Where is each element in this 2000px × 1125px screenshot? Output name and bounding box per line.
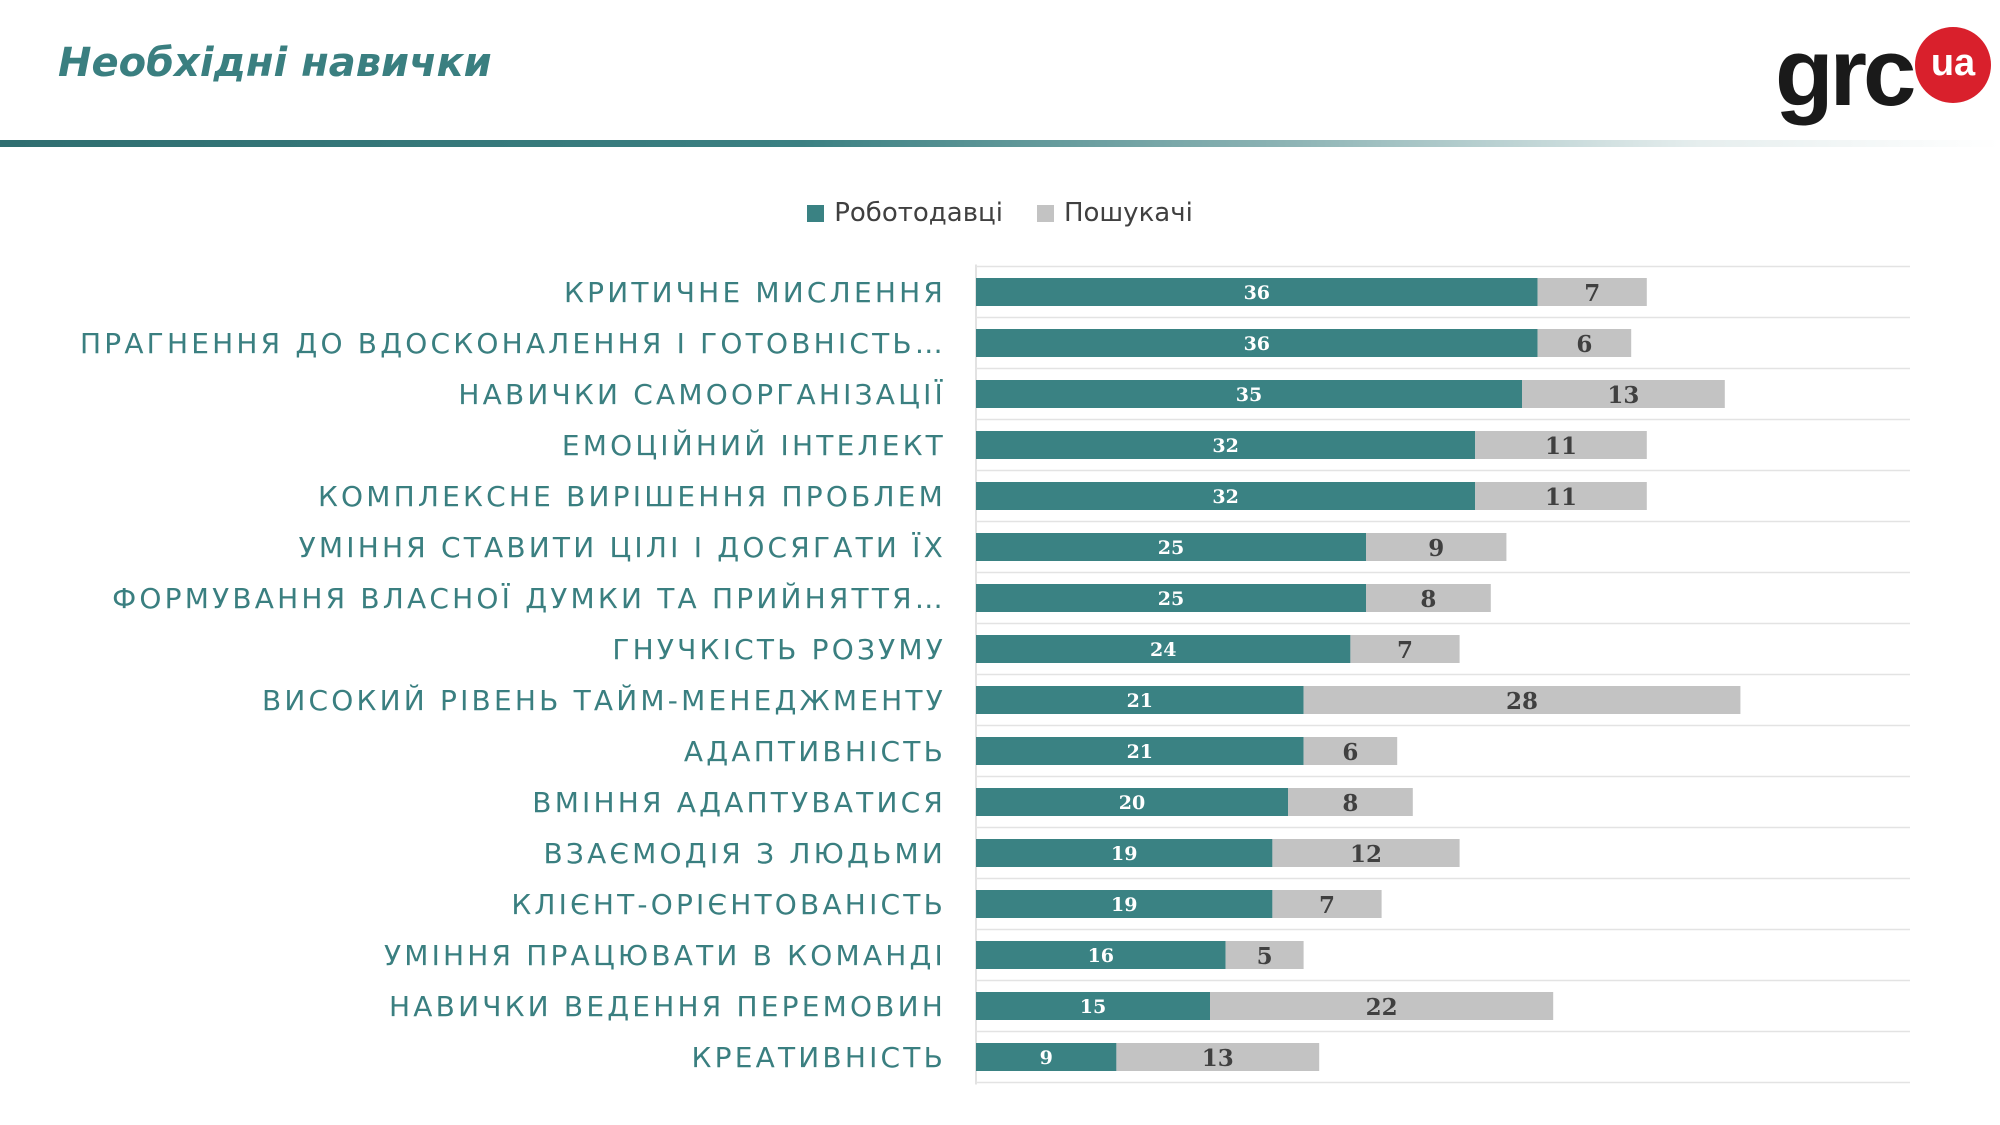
data-label-employers: 9 [1040, 1047, 1053, 1069]
data-label-employers: 25 [1158, 537, 1184, 559]
bar-employers [976, 533, 1366, 561]
data-label-employers: 35 [1236, 384, 1262, 406]
bar-employers [976, 788, 1288, 816]
bar-employers [976, 839, 1273, 867]
category-label: КРИТИЧНЕ МИСЛЕННЯ [564, 276, 946, 309]
category-label: КРЕАТИВНІСТЬ [692, 1041, 946, 1074]
bar-seekers [1366, 533, 1507, 561]
category-label: УМІННЯ ПРАЦЮВАТИ В КОМАНДІ [384, 939, 946, 972]
bar-seekers [1210, 992, 1554, 1020]
data-label-employers: 19 [1111, 894, 1137, 916]
data-label-seekers: 11 [1545, 433, 1577, 460]
bar-seekers [1272, 839, 1460, 867]
bar-seekers [1537, 278, 1647, 306]
data-label-seekers: 5 [1257, 943, 1273, 970]
legend-item-employers: Роботодавці [807, 198, 1003, 228]
data-label-seekers: 22 [1366, 994, 1398, 1021]
data-label-seekers: 8 [1420, 586, 1436, 613]
data-label-employers: 32 [1212, 435, 1238, 457]
bar-seekers [1303, 737, 1398, 765]
data-label-seekers: 28 [1506, 688, 1538, 715]
data-label-seekers: 6 [1342, 739, 1358, 766]
data-label-employers: 16 [1088, 945, 1114, 967]
category-label: ГНУЧКІСТЬ РОЗУМУ [612, 633, 946, 666]
bar-seekers [1303, 686, 1741, 714]
category-label: ПРАГНЕННЯ ДО ВДОСКОНАЛЕННЯ І ГОТОВНІСТЬ… [80, 327, 946, 360]
category-label: ВЗАЄМОДІЯ З ЛЮДЬМИ [544, 837, 946, 870]
data-label-seekers: 7 [1319, 892, 1335, 919]
bar-seekers [1475, 431, 1647, 459]
logo-text: grc [1775, 19, 1916, 126]
bar-seekers [1522, 380, 1725, 408]
data-label-seekers: 6 [1576, 331, 1592, 358]
data-label-seekers: 12 [1350, 841, 1382, 868]
data-label-employers: 36 [1244, 333, 1270, 355]
category-label: ВИСОКИЙ РІВЕНЬ ТАЙМ-МЕНЕДЖМЕНТУ [262, 683, 946, 717]
data-label-seekers: 7 [1397, 637, 1413, 664]
category-label: ФОРМУВАННЯ ВЛАСНОЇ ДУМКИ ТА ПРИЙНЯТТЯ… [112, 581, 946, 615]
bar-employers [976, 584, 1366, 612]
page-title: Необхідні навички [58, 40, 492, 86]
bar-employers [976, 380, 1522, 408]
bar-employers [976, 278, 1538, 306]
data-label-employers: 32 [1212, 486, 1238, 508]
bar-employers [976, 941, 1226, 969]
data-label-employers: 24 [1150, 639, 1176, 661]
bar-seekers [1537, 329, 1632, 357]
data-label-seekers: 13 [1202, 1045, 1234, 1072]
bar-seekers [1288, 788, 1413, 816]
title-divider [0, 140, 2000, 147]
legend-swatch-employers [807, 204, 825, 222]
category-label: КЛІЄНТ-ОРІЄНТОВАНІСТЬ [511, 888, 946, 921]
category-label: НАВИЧКИ САМООРГАНІЗАЦІЇ [458, 378, 946, 411]
data-label-employers: 21 [1127, 741, 1153, 763]
category-label: УМІННЯ СТАВИТИ ЦІЛІ І ДОСЯГАТИ ЇХ [299, 531, 946, 564]
category-label: КОМПЛЕКСНЕ ВИРІШЕННЯ ПРОБЛЕМ [318, 480, 946, 513]
bar-employers [976, 1043, 1117, 1071]
bar-employers [976, 686, 1304, 714]
chart-legend: Роботодавці Пошукачі [0, 198, 2000, 228]
data-label-seekers: 9 [1428, 535, 1444, 562]
bar-employers [976, 482, 1476, 510]
bar-employers [976, 737, 1304, 765]
data-label-employers: 15 [1080, 996, 1106, 1018]
data-label-employers: 25 [1158, 588, 1184, 610]
bar-employers [976, 890, 1273, 918]
data-label-employers: 19 [1111, 843, 1137, 865]
legend-item-seekers: Пошукачі [1036, 198, 1193, 228]
data-label-employers: 36 [1244, 282, 1270, 304]
legend-label-seekers: Пошукачі [1063, 198, 1193, 228]
bar-seekers [1116, 1043, 1320, 1071]
bar-employers [976, 329, 1538, 357]
data-label-employers: 21 [1127, 690, 1153, 712]
bar-employers [976, 635, 1351, 663]
logo-badge-text: ua [1930, 42, 1976, 84]
bar-employers [976, 992, 1210, 1020]
bar-seekers [1350, 635, 1460, 663]
logo-badge: ua [1915, 27, 1991, 103]
bar-seekers [1475, 482, 1647, 510]
category-label: ВМІННЯ АДАПТУВАТИСЯ [532, 786, 946, 819]
bar-seekers [1225, 941, 1304, 969]
category-label: АДАПТИВНІСТЬ [684, 735, 946, 768]
bar-seekers [1366, 584, 1491, 612]
data-label-seekers: 11 [1545, 484, 1577, 511]
category-label: ЕМОЦІЙНИЙ ІНТЕЛЕКТ [562, 428, 946, 462]
data-label-seekers: 13 [1607, 382, 1639, 409]
data-label-seekers: 7 [1584, 280, 1600, 307]
data-label-seekers: 8 [1342, 790, 1358, 817]
bar-employers [976, 431, 1476, 459]
data-label-employers: 20 [1119, 792, 1145, 814]
legend-label-employers: Роботодавці [834, 198, 1003, 228]
legend-swatch-seekers [1036, 204, 1054, 222]
grc-logo: grc ua [1775, 25, 1995, 125]
category-label: НАВИЧКИ ВЕДЕННЯ ПЕРЕМОВИН [389, 990, 946, 1023]
bar-seekers [1272, 890, 1382, 918]
